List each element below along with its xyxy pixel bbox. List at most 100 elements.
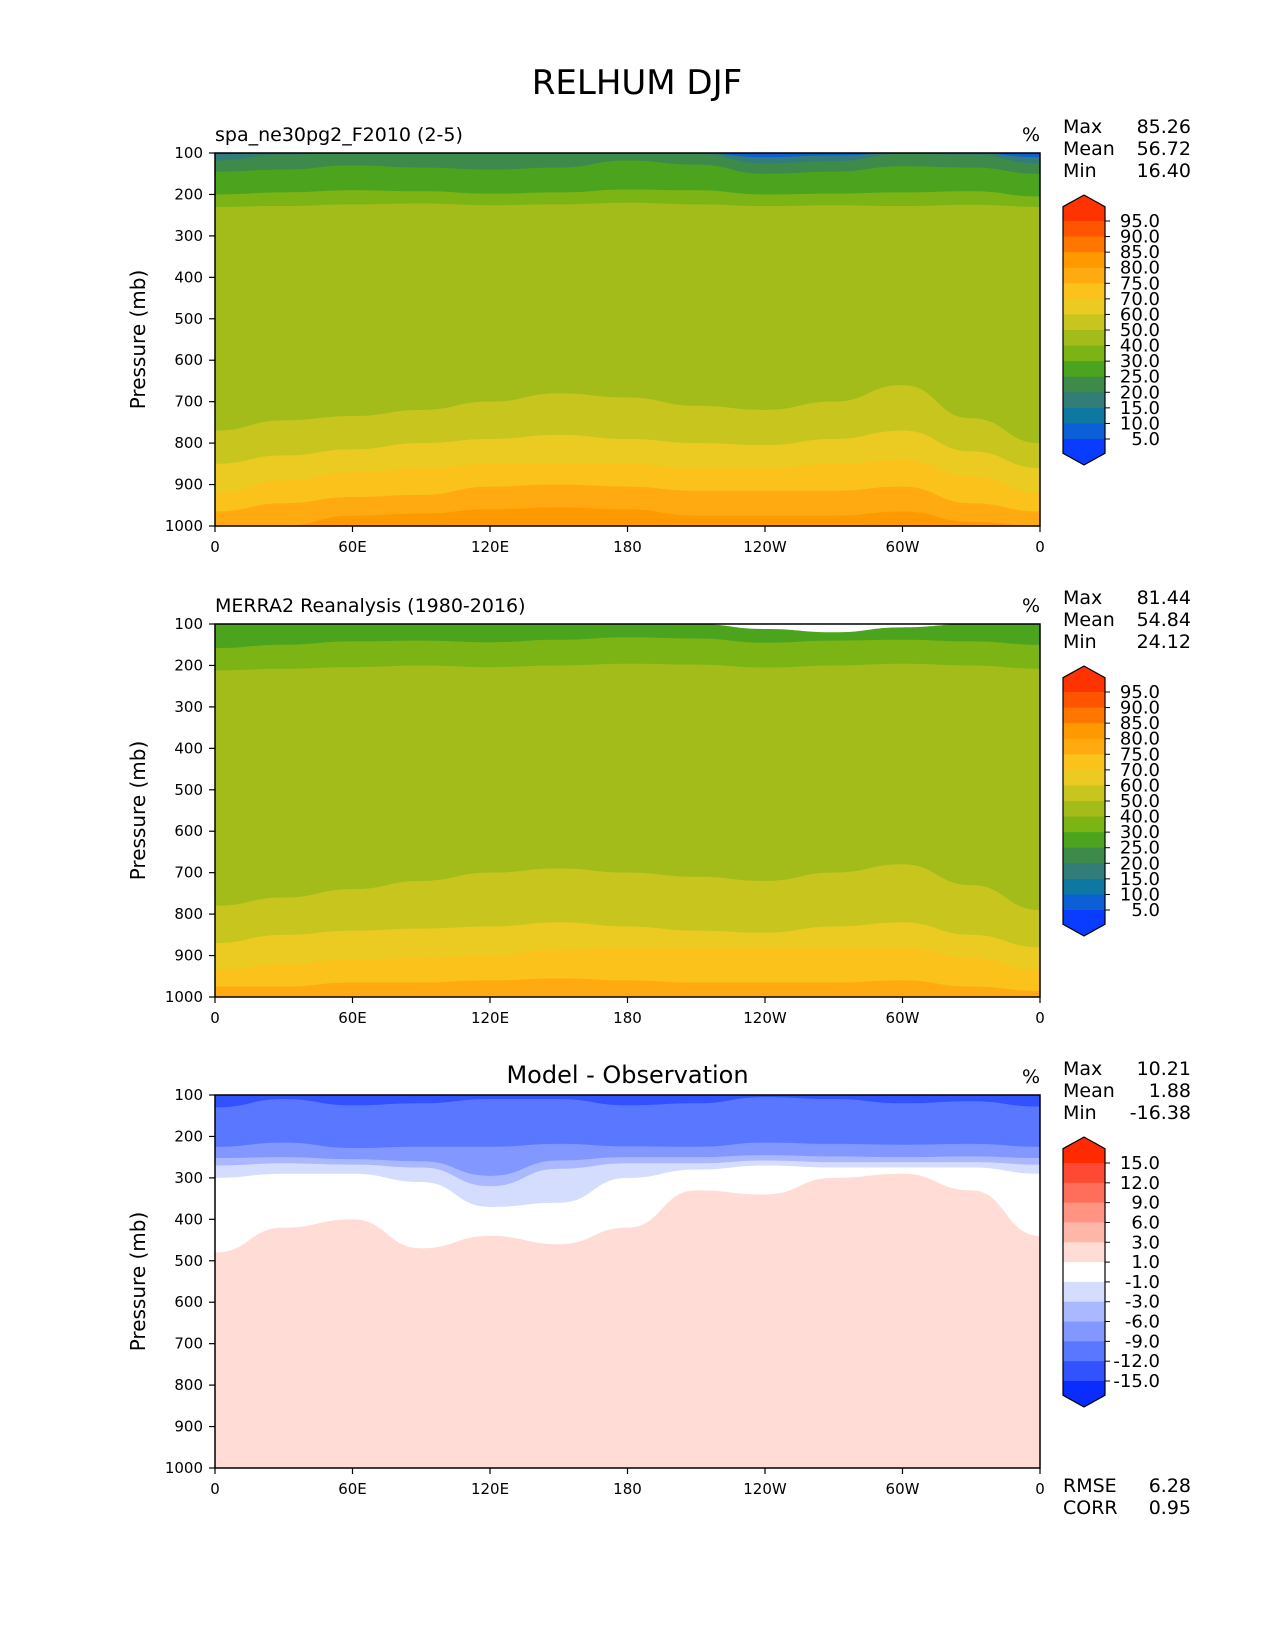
y-tick-label: 600 <box>174 822 203 840</box>
y-tick-label: 500 <box>174 781 203 799</box>
y-tick-label: 1000 <box>165 988 203 1006</box>
x-tick-label: 0 <box>1035 538 1045 556</box>
colorbar-box <box>1063 376 1105 393</box>
stat-label-max: Max <box>1063 116 1102 138</box>
stat-label-min: Min <box>1063 160 1097 182</box>
colorbar-outline <box>1062 194 1106 466</box>
y-tick-label: 100 <box>174 144 203 162</box>
colorbar-box <box>1063 1301 1105 1323</box>
y-tick-label: 700 <box>174 1335 203 1353</box>
y-tick-label: 700 <box>174 393 203 411</box>
x-tick-label: 120W <box>743 1009 787 1027</box>
contour-field <box>215 1095 1040 1468</box>
y-tick-label: 700 <box>174 864 203 882</box>
stat-value-mean: 54.84 <box>1137 609 1191 631</box>
colorbar-box <box>1063 816 1105 833</box>
y-tick-label: 300 <box>174 1169 203 1187</box>
stat-label-max: Max <box>1063 587 1102 609</box>
colorbar-box <box>1063 345 1105 362</box>
colorbar-box <box>1063 330 1105 347</box>
colorbar-label: -1.0 <box>1125 1272 1160 1293</box>
colorbar-box <box>1063 1281 1105 1303</box>
colorbar-box <box>1063 252 1105 269</box>
colorbar-label: 20.0 <box>1120 382 1160 403</box>
x-tick-label: 60W <box>886 1009 920 1027</box>
colorbar-box <box>1063 1202 1105 1223</box>
colorbar-box <box>1063 1321 1105 1342</box>
y-tick-label: 400 <box>174 739 203 757</box>
stat-value-min: 24.12 <box>1137 631 1191 653</box>
stat-label-min: Min <box>1063 631 1097 653</box>
panel-3: 100 200 300 400 500 600 700 800 900 1000 0 60E 120E 1… <box>126 1058 1191 1519</box>
colorbar-outline <box>1062 1136 1106 1408</box>
colorbar-label: 40.0 <box>1120 336 1160 357</box>
y-axis-label: Pressure (mb) <box>126 741 150 881</box>
colorbar-box <box>1063 878 1105 895</box>
colorbar-label: 10.0 <box>1120 413 1160 434</box>
stat-label-corr: CORR <box>1063 1497 1118 1519</box>
colorbar-label: 40.0 <box>1120 807 1160 828</box>
colorbar: 95.090.085.080.075.070.060.050.040.030.0… <box>1062 194 1160 466</box>
x-tick-label: 60E <box>338 1009 367 1027</box>
colorbar-label: 50.0 <box>1120 791 1160 812</box>
stat-label-min: Min <box>1063 1102 1097 1124</box>
stat-value-mean: 56.72 <box>1137 138 1191 160</box>
colorbar-box <box>1063 298 1105 315</box>
panel-title: Model - Observation <box>506 1061 748 1089</box>
colorbar-box <box>1063 707 1105 724</box>
colorbar-label: -3.0 <box>1125 1292 1160 1313</box>
x-tick-label: 60W <box>886 1480 920 1498</box>
colorbar-box <box>1063 267 1105 284</box>
colorbar-box <box>1063 738 1105 755</box>
y-tick-label: 600 <box>174 351 203 369</box>
colorbar-label: 30.0 <box>1120 822 1160 843</box>
y-tick-label: 800 <box>174 905 203 923</box>
x-tick-label: 0 <box>1035 1009 1045 1027</box>
colorbar-box <box>1063 723 1105 740</box>
colorbar-label: 12.0 <box>1120 1173 1160 1194</box>
colorbar-label: 60.0 <box>1120 775 1160 796</box>
colorbar-label: 3.0 <box>1131 1232 1160 1253</box>
panel-title: MERRA2 Reanalysis (1980-2016) <box>215 595 526 617</box>
figure-title: RELHUM DJF <box>532 63 742 103</box>
colorbar-label: 5.0 <box>1131 900 1160 921</box>
colorbar-box <box>1063 1242 1105 1263</box>
colorbar-outline <box>1062 665 1106 937</box>
y-tick-label: 400 <box>174 1210 203 1228</box>
y-tick-label: 100 <box>174 615 203 633</box>
panel-1: 100 200 300 400 500 600 700 800 900 1000 0 60E 120E 1… <box>126 116 1191 556</box>
colorbar-label: 60.0 <box>1120 304 1160 325</box>
colorbar-box <box>1063 1361 1105 1382</box>
x-tick-label: 120E <box>471 538 509 556</box>
stat-value-mean: 1.88 <box>1149 1080 1191 1102</box>
x-tick-label: 180 <box>613 1480 642 1498</box>
colorbar-box <box>1063 1182 1105 1204</box>
x-tick-label: 0 <box>1035 1480 1045 1498</box>
colorbar-label: -12.0 <box>1113 1351 1160 1372</box>
x-tick-label: 60E <box>338 538 367 556</box>
colorbar-label: 70.0 <box>1120 760 1160 781</box>
y-tick-label: 1000 <box>165 517 203 535</box>
y-tick-label: 900 <box>174 476 203 494</box>
stat-value-min: -16.38 <box>1130 1102 1191 1124</box>
colorbar-label: 1.0 <box>1131 1252 1160 1273</box>
stat-value-corr: 0.95 <box>1149 1497 1191 1519</box>
stat-value-max: 81.44 <box>1137 587 1191 609</box>
colorbar-box <box>1063 361 1105 378</box>
contour-field <box>215 153 1040 526</box>
colorbar-label: 25.0 <box>1120 838 1160 859</box>
stat-label-rmse: RMSE <box>1063 1475 1117 1497</box>
x-tick-label: 180 <box>613 538 642 556</box>
colorbar-box <box>1063 392 1105 409</box>
x-tick-label: 180 <box>613 1009 642 1027</box>
x-tick-label: 120W <box>743 1480 787 1498</box>
y-tick-label: 200 <box>174 656 203 674</box>
colorbar-label: 20.0 <box>1120 853 1160 874</box>
units-label: % <box>1022 1066 1040 1088</box>
stat-value-rmse: 6.28 <box>1149 1475 1191 1497</box>
colorbar-label: 90.0 <box>1120 698 1160 719</box>
y-axis-label: Pressure (mb) <box>126 1212 150 1352</box>
y-tick-label: 400 <box>174 268 203 286</box>
colorbar-label: -6.0 <box>1125 1312 1160 1333</box>
stat-value-min: 16.40 <box>1137 160 1191 182</box>
